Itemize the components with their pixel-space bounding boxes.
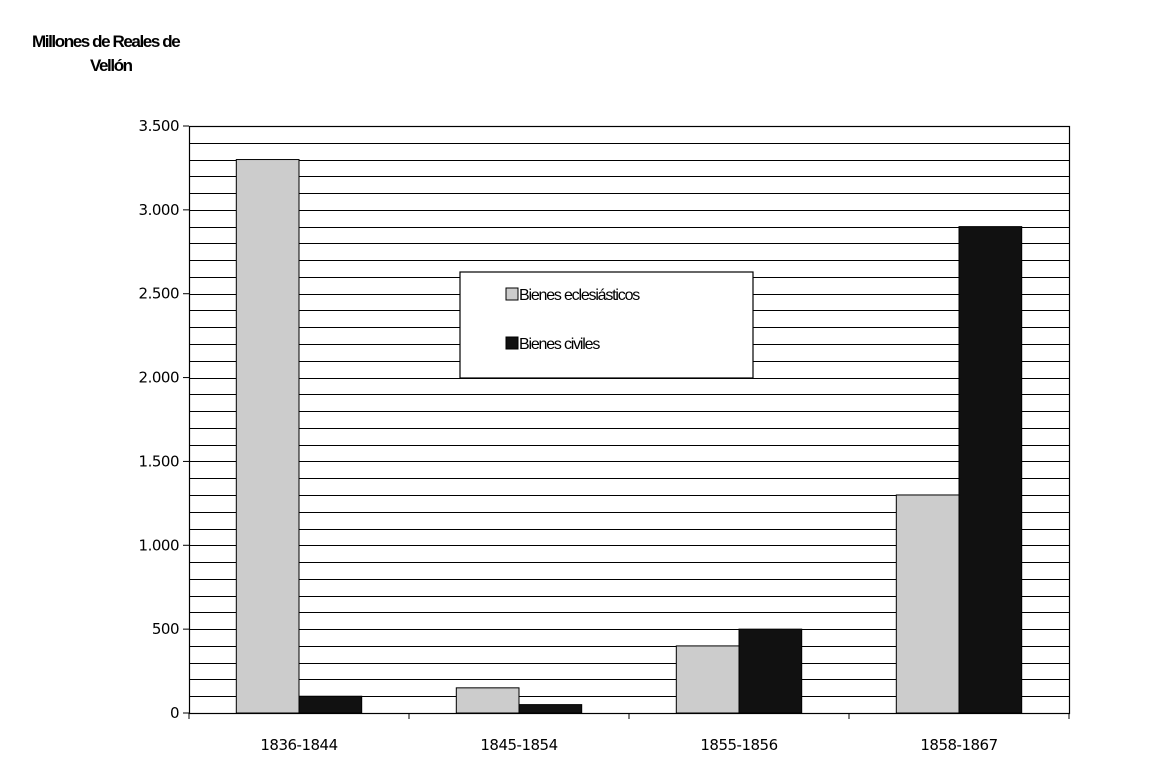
bar	[958, 226, 1023, 714]
x-axis: 1836-1844 1845-1854 1855-1856 1858-1867	[188, 713, 1070, 754]
legend: Bienes eclesiásticos Bienes civiles	[459, 271, 754, 379]
legend-label: Bienes eclesiásticos	[519, 287, 640, 304]
legend-swatch	[505, 336, 519, 350]
legend-label: Bienes civiles	[519, 336, 600, 353]
x-tick-label: 1845-1854	[480, 736, 557, 754]
y-tick-label: 3.500	[139, 117, 179, 135]
bar	[298, 695, 363, 714]
bars	[235, 159, 1023, 714]
x-tick-label: 1858-1867	[920, 736, 997, 754]
y-axis-title-line2: Vellón	[90, 56, 133, 75]
bar	[455, 687, 520, 714]
legend-swatch	[505, 287, 519, 301]
y-axis-title: Millones de Reales de Vellón	[32, 30, 272, 78]
y-tick-label: 2.500	[139, 285, 179, 303]
y-tick-label: 1.000	[139, 536, 179, 554]
bar	[738, 628, 803, 714]
y-tick-label: 0	[170, 704, 179, 722]
bar	[895, 494, 960, 714]
y-axis: 0 500 1.000 1.500 2.000 2.500 3.000 3.500	[139, 117, 189, 722]
y-tick-label: 2.000	[139, 369, 179, 387]
x-tick-label: 1836-1844	[260, 736, 337, 754]
y-tick-label: 500	[152, 620, 179, 638]
bar	[235, 159, 300, 714]
y-axis-title-line1: Millones de Reales de	[32, 32, 181, 51]
bar	[518, 704, 583, 714]
y-tick-label: 1.500	[139, 452, 179, 470]
x-tick-label: 1855-1856	[700, 736, 777, 754]
bar	[675, 645, 740, 714]
y-tick-label: 3.000	[139, 201, 179, 219]
